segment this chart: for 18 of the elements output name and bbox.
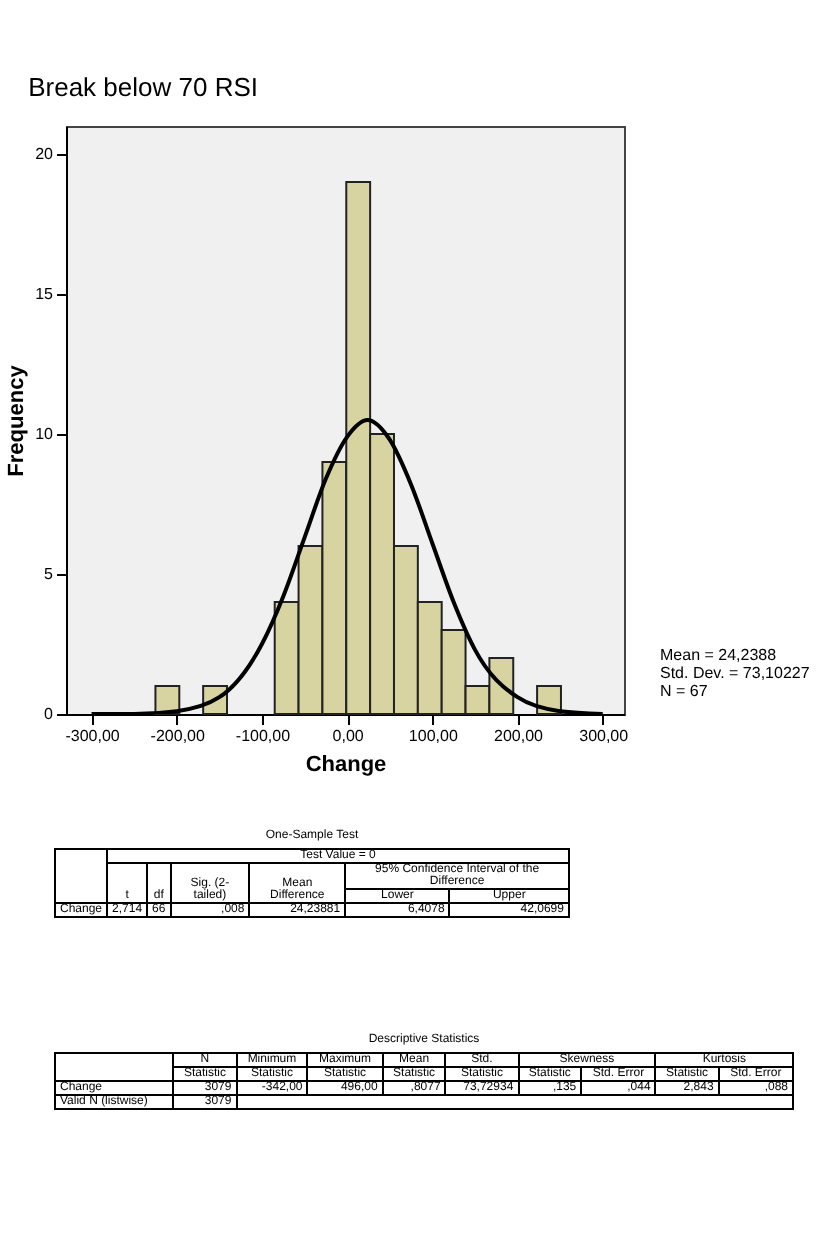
text: Std. Dev. = 73,10227	[660, 664, 810, 682]
x-tick-label: 200,00	[494, 727, 545, 745]
y-tick-label: 20	[35, 145, 55, 163]
y-axis-title: Frequency	[5, 363, 30, 477]
x-tick-label: 0,00	[332, 727, 365, 745]
chart-title: Break below 70 RSI	[28, 72, 259, 102]
x-axis-title: Change	[305, 753, 387, 777]
x-tick-label: 300,00	[579, 727, 630, 745]
x-tick-label: -200,00	[150, 727, 206, 745]
y-tick-label: 10	[35, 425, 55, 443]
text: Mean = 24,2388	[660, 646, 779, 664]
y-tick-label: 15	[35, 285, 55, 303]
text: N = 67	[660, 682, 710, 700]
x-tick-label: -100,00	[235, 727, 292, 745]
y-tick-label: 0	[44, 705, 55, 723]
x-tick-label: -300,00	[65, 727, 121, 745]
x-tick-label: 100,00	[408, 727, 459, 745]
y-tick-label: 5	[44, 565, 55, 583]
